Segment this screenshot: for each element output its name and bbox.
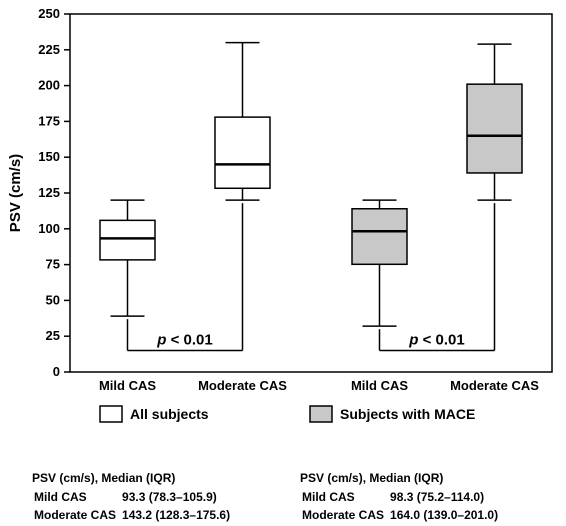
stats-block-left: PSV (cm/s), Median (IQR) Mild CAS93.3 (7… bbox=[32, 470, 236, 526]
svg-text:100: 100 bbox=[38, 221, 60, 236]
svg-text:PSV (cm/s): PSV (cm/s) bbox=[7, 154, 24, 232]
svg-text:150: 150 bbox=[38, 149, 60, 164]
svg-text:Mild CAS: Mild CAS bbox=[99, 378, 156, 393]
svg-text:Moderate CAS: Moderate CAS bbox=[198, 378, 287, 393]
svg-text:175: 175 bbox=[38, 113, 60, 128]
box bbox=[467, 84, 522, 173]
legend-swatch bbox=[100, 406, 122, 422]
svg-text:75: 75 bbox=[46, 257, 60, 272]
stats-header: PSV (cm/s), Median (IQR) bbox=[300, 470, 504, 486]
legend-label: All subjects bbox=[130, 406, 209, 422]
legend-swatch bbox=[310, 406, 332, 422]
svg-text:0: 0 bbox=[53, 364, 60, 379]
boxplot-chart: 0 25 50 75 100 125 150 175 200 225 250 PSV (cm/s) Mi… bbox=[0, 0, 566, 430]
svg-text:Moderate CAS: Moderate CAS bbox=[450, 378, 539, 393]
box bbox=[100, 220, 155, 260]
svg-text:p < 0.01: p < 0.01 bbox=[408, 332, 464, 349]
svg-text:250: 250 bbox=[38, 6, 60, 21]
stats-header: PSV (cm/s), Median (IQR) bbox=[32, 470, 236, 486]
legend: All subjects Subjects with MACE bbox=[100, 406, 475, 422]
svg-text:Mild CAS: Mild CAS bbox=[351, 378, 408, 393]
box bbox=[352, 209, 407, 265]
legend-label: Subjects with MACE bbox=[340, 406, 475, 422]
svg-text:125: 125 bbox=[38, 185, 60, 200]
svg-text:25: 25 bbox=[46, 328, 60, 343]
svg-text:200: 200 bbox=[38, 78, 60, 93]
svg-text:p < 0.01: p < 0.01 bbox=[156, 332, 212, 349]
box bbox=[215, 117, 270, 188]
svg-text:50: 50 bbox=[46, 292, 60, 307]
svg-text:225: 225 bbox=[38, 42, 60, 57]
stats-block-right: PSV (cm/s), Median (IQR) Mild CAS98.3 (7… bbox=[300, 470, 504, 526]
